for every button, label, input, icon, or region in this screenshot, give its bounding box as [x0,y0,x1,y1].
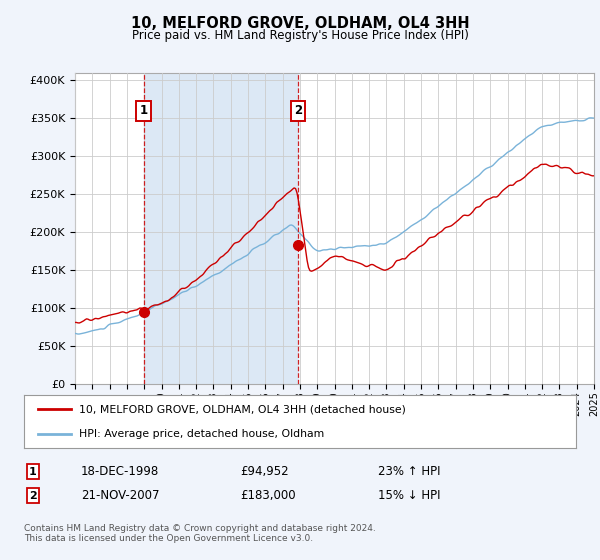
Text: 23% ↑ HPI: 23% ↑ HPI [378,465,440,478]
Text: Contains HM Land Registry data © Crown copyright and database right 2024.
This d: Contains HM Land Registry data © Crown c… [24,524,376,543]
Text: HPI: Average price, detached house, Oldham: HPI: Average price, detached house, Oldh… [79,428,325,438]
Text: 2: 2 [29,491,37,501]
Text: 10, MELFORD GROVE, OLDHAM, OL4 3HH (detached house): 10, MELFORD GROVE, OLDHAM, OL4 3HH (deta… [79,404,406,414]
Text: £94,952: £94,952 [240,465,289,478]
Text: 2: 2 [294,104,302,117]
Bar [143,73,298,384]
Text: 1: 1 [29,466,37,477]
Text: 15% ↓ HPI: 15% ↓ HPI [378,489,440,502]
Text: 21-NOV-2007: 21-NOV-2007 [81,489,160,502]
Text: 18-DEC-1998: 18-DEC-1998 [81,465,159,478]
Text: Price paid vs. HM Land Registry's House Price Index (HPI): Price paid vs. HM Land Registry's House … [131,29,469,42]
Text: 1: 1 [139,104,148,117]
Text: £183,000: £183,000 [240,489,296,502]
Text: 10, MELFORD GROVE, OLDHAM, OL4 3HH: 10, MELFORD GROVE, OLDHAM, OL4 3HH [131,16,469,31]
